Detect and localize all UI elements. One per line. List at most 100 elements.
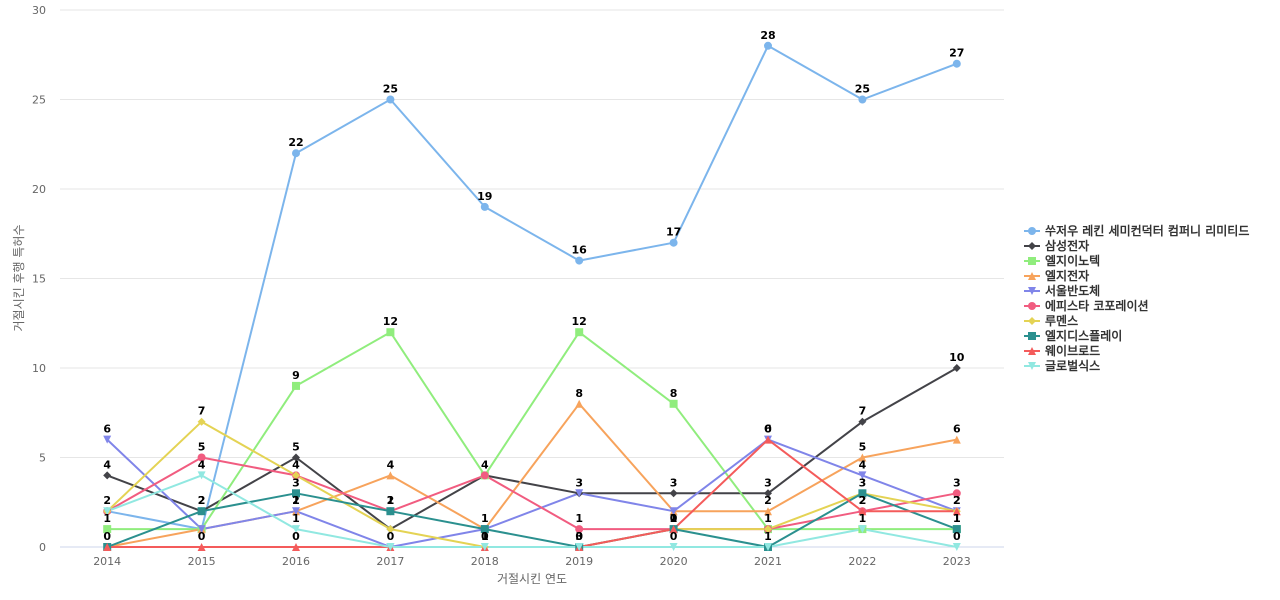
x-tick-label: 2014 [93, 555, 121, 568]
data-label: 0 [953, 530, 961, 543]
data-label: 3 [953, 476, 961, 489]
data-label: 8 [670, 387, 678, 400]
data-label: 2 [953, 494, 961, 507]
x-tick-label: 2018 [471, 555, 499, 568]
x-tick-label: 2023 [943, 555, 971, 568]
legend-item[interactable]: 엘지전자 [1024, 268, 1089, 283]
data-point [292, 507, 300, 516]
data-label: 1 [292, 512, 300, 525]
data-point [103, 507, 112, 516]
legend-marker [1028, 227, 1036, 235]
legend-label: 삼성전자 [1045, 238, 1089, 253]
data-point [575, 543, 584, 551]
data-label: 6 [764, 423, 772, 436]
data-point [103, 525, 112, 534]
data-label: 2 [764, 494, 772, 507]
data-label: 9 [292, 369, 300, 382]
data-label: 17 [666, 226, 681, 239]
data-point [292, 149, 300, 158]
data-point [197, 507, 206, 516]
data-point [952, 364, 961, 372]
data-label: 0 [481, 530, 489, 543]
data-label: 3 [575, 476, 583, 489]
data-point [197, 417, 206, 426]
legend-label: 엘지전자 [1045, 268, 1089, 283]
data-label: 16 [572, 244, 588, 257]
y-axis-ticks: 0 5 10 15 20 25 30 [32, 4, 46, 554]
legend-label: 서울반도체 [1045, 283, 1100, 298]
legend-label: 에피스타 코포레이션 [1045, 298, 1149, 313]
legend-item[interactable]: 삼성전자 [1024, 238, 1089, 253]
data-point [764, 507, 772, 516]
data-label: 25 [383, 83, 398, 96]
data-point [480, 202, 489, 211]
data-label: 4 [103, 458, 111, 471]
data-label: 6 [953, 423, 961, 436]
data-label: 2 [670, 512, 678, 525]
legend-marker [1028, 302, 1036, 310]
data-label: 1 [953, 512, 961, 525]
data-point [386, 525, 395, 534]
data-point [858, 471, 867, 480]
legend-marker [1028, 257, 1036, 265]
legend-item[interactable]: 글로벌식스 [1024, 358, 1100, 373]
data-label: 2 [953, 494, 961, 507]
data-label: 1 [481, 512, 489, 525]
data-point [480, 471, 489, 480]
series-line-0 [106, 44, 958, 531]
data-label: 27 [949, 47, 964, 60]
data-label: 3 [575, 530, 583, 543]
data-point [858, 453, 867, 462]
data-label: 22 [288, 136, 303, 149]
data-point [952, 435, 961, 444]
legend-item[interactable]: 웨이브로드 [1024, 343, 1100, 358]
data-point [669, 489, 678, 498]
data-label: 1 [764, 530, 772, 543]
data-label: 28 [760, 29, 775, 42]
data-point [764, 435, 772, 444]
series-line-4 [106, 438, 958, 548]
legend-item[interactable]: 서울반도체 [1024, 283, 1100, 298]
data-point [197, 525, 206, 534]
data-point [197, 543, 206, 551]
y-tick-label: 30 [32, 4, 46, 17]
data-point [669, 238, 678, 247]
data-point [292, 525, 300, 534]
data-label: 2 [198, 494, 206, 507]
data-label: 10 [949, 351, 965, 364]
legend-item[interactable]: 엘지이노텍 [1024, 253, 1100, 268]
legend-item[interactable]: 쑤저우 레킨 세미컨덕터 컴퍼니 리미티드 [1024, 223, 1249, 238]
data-point [669, 525, 678, 534]
data-point [952, 489, 961, 498]
data-label: 4 [387, 458, 395, 471]
legend-item[interactable]: 루멘스 [1024, 313, 1078, 328]
data-point [103, 435, 112, 444]
data-label: 25 [855, 83, 870, 96]
legend-item[interactable]: 엘지디스플레이 [1024, 328, 1122, 343]
data-label: 0 [764, 423, 772, 436]
data-point [952, 525, 961, 534]
data-label: 5 [292, 441, 300, 454]
data-point [386, 507, 395, 516]
data-point [858, 95, 867, 104]
data-point [292, 381, 300, 390]
y-tick-label: 10 [32, 362, 46, 375]
x-tick-label: 2020 [660, 555, 688, 568]
data-point [764, 543, 772, 551]
data-point [858, 525, 867, 534]
y-tick-label: 5 [39, 452, 46, 465]
data-label: 4 [198, 458, 206, 471]
legend-item[interactable]: 에피스타 코포레이션 [1024, 298, 1149, 313]
data-label: 4 [481, 458, 489, 471]
y-tick-label: 0 [39, 541, 46, 554]
data-point [386, 328, 395, 337]
data-label: 2 [198, 494, 206, 507]
legend: 쑤저우 레킨 세미컨덕터 컴퍼니 리미티드삼성전자엘지이노텍엘지전자서울반도체에… [1024, 223, 1249, 373]
y-axis-title: 거절시킨 후행 특허수 [11, 225, 26, 332]
grid-lines [60, 9, 1004, 458]
data-point [858, 489, 867, 498]
x-tick-label: 2017 [376, 555, 404, 568]
data-point [292, 471, 300, 480]
data-label: 19 [477, 190, 492, 203]
data-point [292, 453, 300, 462]
